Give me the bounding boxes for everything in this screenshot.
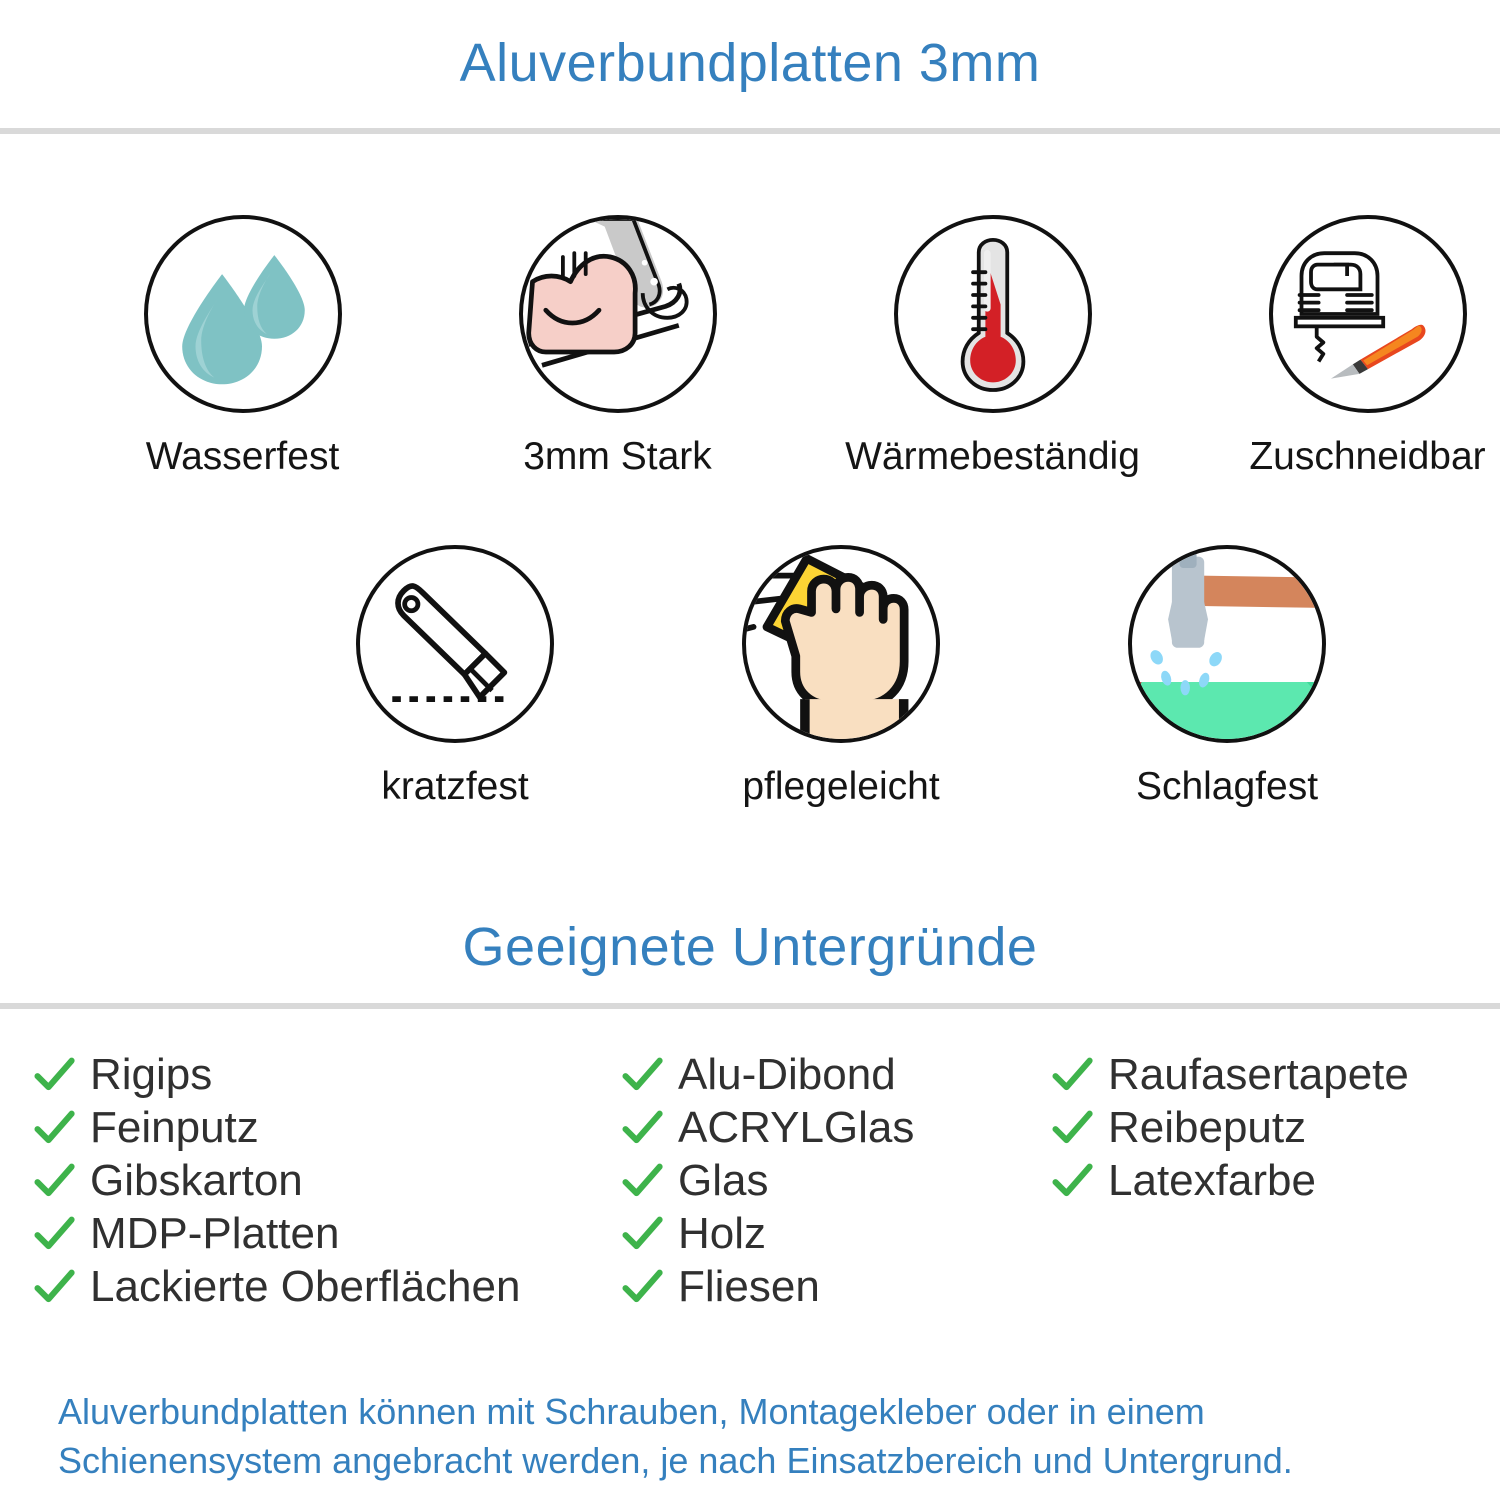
- substrate-checklist: Rigips Feinputz Gibskarton MDP-Platten L…: [0, 1048, 1500, 1313]
- cutter-knife-icon: [356, 545, 554, 743]
- check-icon: [1050, 1106, 1094, 1150]
- section-title-untergruende: Geeignete Untergründe: [462, 917, 1038, 977]
- check-icon: [620, 1053, 664, 1097]
- footer-note-line-1: Aluverbundplatten können mit Schrauben, …: [58, 1391, 1205, 1432]
- feature-label: Schlagfest: [1135, 765, 1319, 808]
- feature-schlagfest: Schlagfest: [1034, 545, 1420, 809]
- divider-top: [0, 128, 1500, 134]
- list-item-label: Latexfarbe: [1108, 1155, 1316, 1205]
- list-item-label: Raufasertapete: [1108, 1049, 1409, 1099]
- hand-cloth-icon: [742, 545, 940, 743]
- list-item-label: Holz: [678, 1208, 767, 1258]
- list-item: ACRYLGlas: [620, 1101, 1050, 1154]
- check-icon: [32, 1106, 76, 1150]
- feature-label: 3mm Stark: [523, 435, 712, 478]
- list-item-label: Lackierte Oberflächen: [90, 1261, 521, 1311]
- feature-row-2: kratzfest pflegeleicht: [0, 545, 1500, 809]
- hammer-impact-icon: [1128, 545, 1326, 743]
- list-item-label: Glas: [678, 1155, 769, 1205]
- list-item-label: Feinputz: [90, 1102, 259, 1152]
- list-item: Raufasertapete: [1050, 1048, 1500, 1101]
- feature-label: Wärmebeständig: [845, 435, 1140, 478]
- flexing-arm-icon: [518, 215, 717, 413]
- divider-middle: [0, 1003, 1500, 1009]
- list-item-label: Reibeputz: [1108, 1102, 1307, 1152]
- thermometer-icon: [893, 215, 1092, 413]
- checklist-column-1: Rigips Feinputz Gibskarton MDP-Platten L…: [0, 1048, 620, 1313]
- list-item-label: Rigips: [90, 1049, 213, 1099]
- feature-pflegeleicht: pflegeleicht: [648, 545, 1034, 809]
- check-icon: [32, 1265, 76, 1309]
- list-item: Latexfarbe: [1050, 1154, 1500, 1207]
- feature-label: kratzfest: [381, 765, 529, 808]
- feature-zuschneidbar: Zuschneidbar: [1180, 215, 1500, 479]
- feature-waermebestaendig: Wärmebeständig: [805, 215, 1180, 479]
- list-item: Holz: [620, 1207, 1050, 1260]
- feature-kratzfest: kratzfest: [262, 545, 648, 809]
- check-icon: [1050, 1159, 1094, 1203]
- water-drops-icon: [143, 215, 342, 413]
- feature-label: pflegeleicht: [742, 765, 940, 808]
- feature-row-1: Wasserfest: [0, 215, 1500, 479]
- check-icon: [32, 1212, 76, 1256]
- check-icon: [1050, 1053, 1094, 1097]
- jigsaw-scalpel-icon: [1268, 215, 1467, 413]
- feature-label: Zuschneidbar: [1249, 435, 1486, 478]
- list-item: Fliesen: [620, 1260, 1050, 1313]
- footer-note: Aluverbundplatten können mit Schrauben, …: [58, 1388, 1458, 1485]
- check-icon: [620, 1106, 664, 1150]
- check-icon: [620, 1265, 664, 1309]
- check-icon: [32, 1053, 76, 1097]
- list-item: Feinputz: [32, 1101, 620, 1154]
- list-item-label: Alu-Dibond: [678, 1049, 896, 1099]
- checklist-column-3: Raufasertapete Reibeputz Latexfarbe: [1050, 1048, 1500, 1313]
- list-item-label: Fliesen: [678, 1261, 820, 1311]
- list-item: Reibeputz: [1050, 1101, 1500, 1154]
- list-item: Gibskarton: [32, 1154, 620, 1207]
- list-item: Alu-Dibond: [620, 1048, 1050, 1101]
- check-icon: [620, 1159, 664, 1203]
- list-item: Lackierte Oberflächen: [32, 1260, 620, 1313]
- check-icon: [32, 1159, 76, 1203]
- feature-3mm-stark: 3mm Stark: [430, 215, 805, 479]
- list-item-label: MDP-Platten: [90, 1208, 340, 1258]
- footer-note-line-2: Schienensystem angebracht werden, je nac…: [58, 1439, 1293, 1481]
- list-item-label: Gibskarton: [90, 1155, 303, 1205]
- list-item-label: ACRYLGlas: [678, 1102, 915, 1152]
- check-icon: [620, 1212, 664, 1256]
- list-item: Glas: [620, 1154, 1050, 1207]
- list-item: Rigips: [32, 1048, 620, 1101]
- feature-wasserfest: Wasserfest: [55, 215, 430, 479]
- checklist-column-2: Alu-Dibond ACRYLGlas Glas Holz Fliesen: [620, 1048, 1050, 1313]
- page-title: Aluverbundplatten 3mm: [459, 33, 1041, 93]
- list-item: MDP-Platten: [32, 1207, 620, 1260]
- feature-label: Wasserfest: [145, 435, 340, 478]
